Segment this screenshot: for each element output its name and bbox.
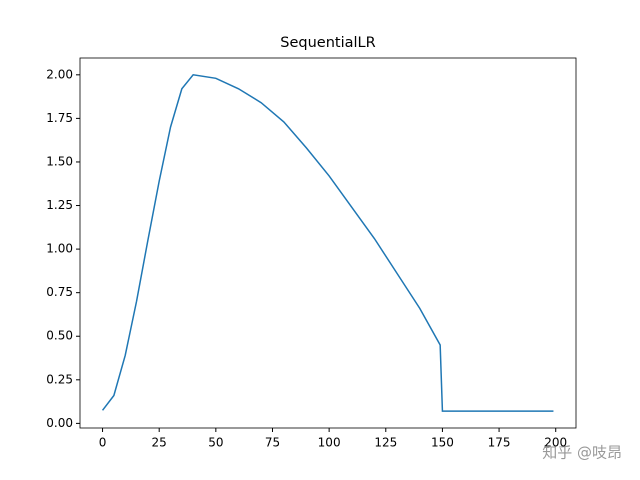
x-tick-label: 150 bbox=[431, 436, 454, 450]
y-tick-label: 1.50 bbox=[46, 154, 73, 168]
line bbox=[101, 74, 554, 412]
y-tick-label: 2.00 bbox=[46, 67, 73, 81]
chart-title: SequentialLR bbox=[280, 35, 375, 51]
watermark: 知乎 @吱昂 bbox=[542, 444, 622, 462]
x-tick-label: 200 bbox=[544, 436, 567, 450]
x-tick-label: 125 bbox=[374, 436, 397, 450]
y-tick-label: 0.50 bbox=[46, 329, 73, 343]
y-tick-label: 0.25 bbox=[46, 372, 73, 386]
x-tick-label: 75 bbox=[265, 436, 280, 450]
x-tick-label: 100 bbox=[318, 436, 341, 450]
x-tick-label: 175 bbox=[488, 436, 511, 450]
y-tick-label: 1.00 bbox=[46, 242, 73, 256]
y-tick-label: 0.00 bbox=[46, 416, 73, 430]
y-tick-label: 1.75 bbox=[46, 111, 73, 125]
y-tick-label: 1.25 bbox=[46, 198, 73, 212]
x-tick-label: 25 bbox=[152, 436, 167, 450]
x-tick-label: 0 bbox=[99, 436, 107, 450]
plot-frame bbox=[79, 57, 577, 429]
y-tick-label: 0.75 bbox=[46, 285, 73, 299]
x-tick-label: 50 bbox=[208, 436, 223, 450]
